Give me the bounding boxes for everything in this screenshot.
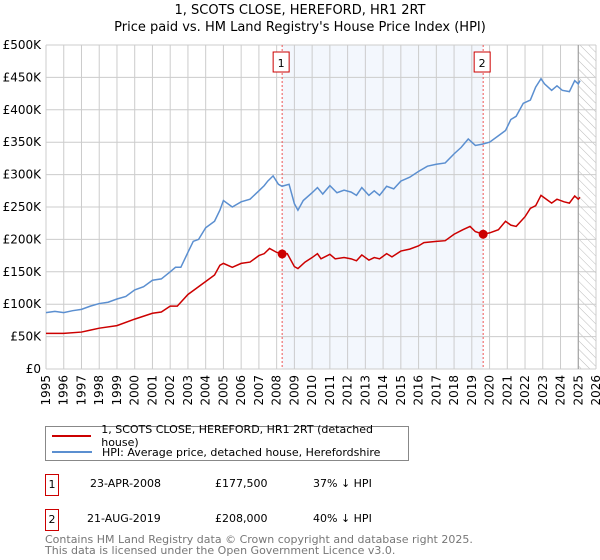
sale-hpi-diff: 37% ↓ HPI [313,477,372,490]
x-tick-label: 2021 [500,375,514,406]
chart-subtitle: Price paid vs. HM Land Registry's House … [114,20,486,35]
y-tick-label: £300K [3,168,43,182]
sale-row-1: 1 23-APR-2008 £177,500 37% ↓ HPI [45,474,445,496]
x-tick-label: 1999 [110,375,124,406]
x-tick-label: 2022 [518,375,532,406]
y-tick-label: £100K [3,297,43,311]
x-tick-label: 2004 [199,375,213,406]
sale-price: £208,000 [215,512,268,525]
sale-date: 23-APR-2008 [90,477,162,490]
x-tick-label: 2015 [394,375,408,406]
y-tick-label: £500K [3,38,43,52]
y-tick-label: £350K [3,135,43,149]
x-tick-label: 2026 [589,375,600,406]
y-tick-label: £400K [3,103,43,117]
x-tick-label: 2008 [270,375,284,406]
legend-swatch-hpi [52,451,92,453]
chart-title: 1, SCOTS CLOSE, HEREFORD, HR1 2RT [174,3,426,18]
y-tick-label: £0 [26,362,41,376]
sale-row-2: 2 21-AUG-2019 £208,000 40% ↓ HPI [45,509,445,531]
legend: 1, SCOTS CLOSE, HEREFORD, HR1 2RT (detac… [45,423,409,461]
footer-copyright: Contains HM Land Registry data © Crown c… [45,533,473,546]
x-tick-label: 2001 [145,375,159,406]
hpi-line [45,77,581,314]
x-tick-label: 2012 [341,375,355,406]
x-tick-label: 2018 [447,375,461,406]
y-tick-label: £200K [3,232,43,246]
x-tick-label: 1996 [57,375,71,406]
x-tick-label: 2025 [571,375,585,406]
x-tick-label: 1997 [74,375,88,406]
property-price-line [46,194,581,335]
legend-swatch-property [52,435,92,437]
sale-point [478,229,488,239]
legend-label-hpi: HPI: Average price, detached house, Here… [102,445,381,459]
x-tick-label: 2011 [323,375,337,406]
x-tick-label: 2017 [429,375,443,406]
sale-price: £177,500 [215,477,268,490]
x-tick-label: 2014 [376,375,390,406]
sale-point [277,249,287,259]
x-tick-label: 2005 [216,375,230,406]
sale-marker-label: 1 [278,57,285,70]
x-tick-label: 2003 [181,375,195,406]
x-tick-label: 1995 [39,375,53,406]
x-tick-label: 2020 [483,375,497,406]
y-tick-label: £150K [3,265,43,279]
sale-marker-box [473,51,491,73]
sale-badge: 1 [45,474,59,496]
x-tick-label: 2019 [465,375,479,406]
y-tick-label: £250K [3,200,43,214]
footer-licence: This data is licensed under the Open Gov… [45,544,396,557]
sale-marker-label: 2 [479,57,486,70]
x-tick-label: 2016 [412,375,426,406]
x-tick-label: 2009 [287,375,301,406]
price-chart: 1995 1996 1997 1998 1999 2000 2001 2002 2003 2004… [3,38,600,406]
sale-date: 21-AUG-2019 [87,512,161,525]
x-tick-label: 2002 [163,375,177,406]
sale-badge: 2 [45,509,59,531]
x-tick-label: 2007 [252,375,266,406]
x-tick-label: 1998 [92,375,106,406]
y-tick-label: £50K [10,330,42,344]
x-tick-label: 2010 [305,375,319,406]
legend-label-property: 1, SCOTS CLOSE, HEREFORD, HR1 2RT (detac… [101,423,373,449]
y-tick-label: £450K [3,70,43,84]
x-tick-label: 2006 [234,375,248,406]
sale-marker-box [272,51,290,73]
x-tick-label: 2000 [128,375,142,406]
x-tick-label: 2024 [554,375,568,406]
x-tick-label: 2013 [358,375,372,406]
x-tick-label: 2023 [536,375,550,406]
sale-hpi-diff: 40% ↓ HPI [313,512,372,525]
